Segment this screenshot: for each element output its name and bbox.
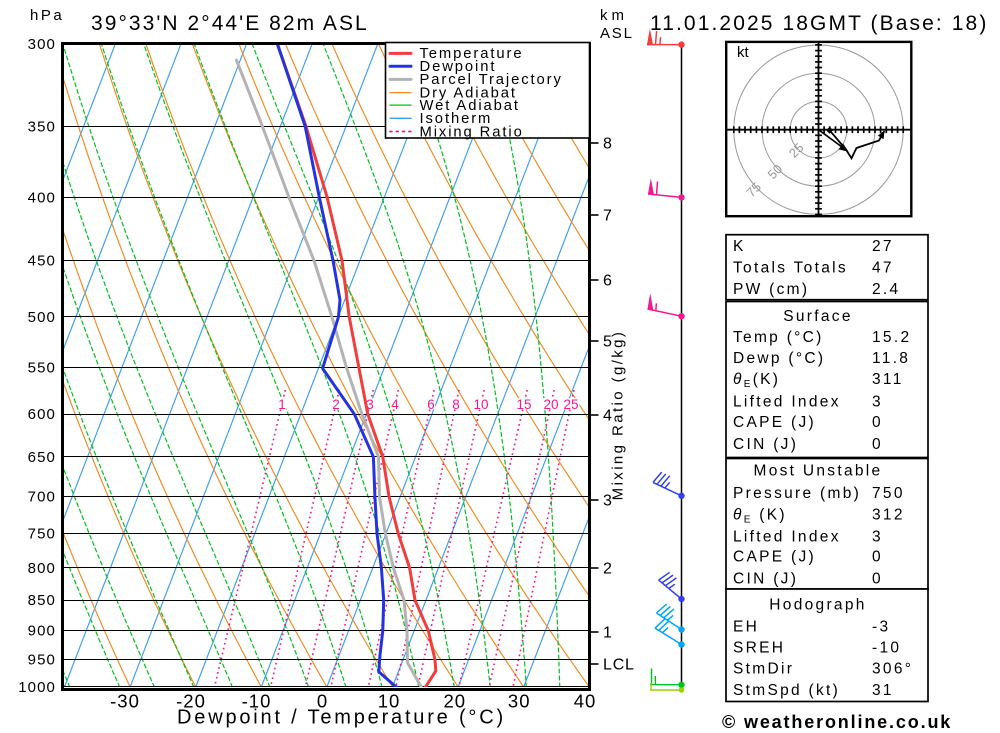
svg-text:8: 8 xyxy=(452,397,460,412)
svg-text:39°33'N 2°44'E 82m ASL: 39°33'N 2°44'E 82m ASL xyxy=(91,12,369,35)
svg-text:EH: EH xyxy=(733,618,759,635)
svg-text:8: 8 xyxy=(603,136,613,153)
svg-text:K: K xyxy=(733,238,746,255)
svg-text:0: 0 xyxy=(872,570,883,587)
svg-text:Lifted Index: Lifted Index xyxy=(733,529,841,546)
svg-text:ASL: ASL xyxy=(600,25,634,42)
svg-text:450: 450 xyxy=(28,253,56,270)
svg-text:6: 6 xyxy=(603,273,613,290)
svg-text:47: 47 xyxy=(872,260,894,277)
svg-text:800: 800 xyxy=(28,560,56,577)
svg-text:Wet Adiabat: Wet Adiabat xyxy=(420,98,520,114)
svg-text:11.01.2025 18GMT (Base: 18): 11.01.2025 18GMT (Base: 18) xyxy=(650,12,988,35)
svg-text:350: 350 xyxy=(28,118,56,135)
svg-text:11.8: 11.8 xyxy=(872,350,910,367)
svg-text:Surface: Surface xyxy=(783,308,853,325)
svg-text:600: 600 xyxy=(28,406,56,423)
svg-text:StmSpd (kt): StmSpd (kt) xyxy=(733,682,840,699)
svg-text:20: 20 xyxy=(543,397,558,412)
svg-text:0: 0 xyxy=(872,436,883,453)
svg-text:300: 300 xyxy=(28,36,56,53)
svg-text:SREH: SREH xyxy=(733,640,785,657)
svg-text:1: 1 xyxy=(603,625,613,642)
svg-text:km: km xyxy=(600,7,628,24)
svg-text:-20: -20 xyxy=(176,691,206,712)
svg-text:6: 6 xyxy=(427,397,435,412)
svg-text:10: 10 xyxy=(473,397,488,412)
svg-text:Pressure (mb): Pressure (mb) xyxy=(733,485,861,502)
svg-text:CIN (J): CIN (J) xyxy=(733,570,798,587)
svg-text:2: 2 xyxy=(603,561,613,578)
svg-text:Dewpoint: Dewpoint xyxy=(420,59,497,75)
svg-text:Mixing Ratio (g/kg): Mixing Ratio (g/kg) xyxy=(610,330,627,501)
svg-text:Hodograph: Hodograph xyxy=(769,597,866,614)
svg-text:7: 7 xyxy=(603,208,613,225)
svg-text:CAPE (J): CAPE (J) xyxy=(733,414,816,431)
svg-text:Dewpoint / Temperature (°C): Dewpoint / Temperature (°C) xyxy=(177,707,506,729)
svg-text:5: 5 xyxy=(603,334,613,351)
svg-text:3: 3 xyxy=(366,397,374,412)
svg-text:2: 2 xyxy=(332,397,340,412)
svg-text:4: 4 xyxy=(603,408,613,425)
svg-text:© weatheronline.co.uk: © weatheronline.co.uk xyxy=(722,712,952,732)
svg-text:1: 1 xyxy=(278,397,286,412)
svg-text:θE (K): θE (K) xyxy=(733,507,787,526)
svg-text:CAPE (J): CAPE (J) xyxy=(733,549,816,566)
svg-text:750: 750 xyxy=(28,525,56,542)
svg-text:-3: -3 xyxy=(872,618,890,635)
svg-text:Totals Totals: Totals Totals xyxy=(733,260,848,277)
svg-text:3: 3 xyxy=(872,393,883,410)
svg-text:306°: 306° xyxy=(872,661,913,678)
svg-text:Mixing Ratio: Mixing Ratio xyxy=(420,124,524,140)
svg-text:3: 3 xyxy=(603,493,613,510)
svg-text:0: 0 xyxy=(317,691,328,712)
svg-text:Isotherm: Isotherm xyxy=(420,111,493,127)
svg-text:550: 550 xyxy=(28,360,56,377)
svg-text:Lifted Index: Lifted Index xyxy=(733,393,841,410)
svg-text:0: 0 xyxy=(872,549,883,566)
svg-text:Temp (°C): Temp (°C) xyxy=(733,329,824,346)
svg-text:40: 40 xyxy=(574,691,597,712)
svg-text:30: 30 xyxy=(508,691,531,712)
svg-text:-30: -30 xyxy=(110,691,140,712)
svg-text:750: 750 xyxy=(872,485,905,502)
svg-text:Dry Adiabat: Dry Adiabat xyxy=(420,85,517,101)
svg-text:15: 15 xyxy=(516,397,531,412)
svg-text:31: 31 xyxy=(872,682,894,699)
svg-text:27: 27 xyxy=(872,238,894,255)
svg-text:-10: -10 xyxy=(242,691,272,712)
svg-text:1000: 1000 xyxy=(18,679,56,696)
svg-text:LCL: LCL xyxy=(603,657,635,674)
svg-text:StmDir: StmDir xyxy=(733,661,794,678)
svg-text:311: 311 xyxy=(872,371,904,388)
svg-text:650: 650 xyxy=(28,449,56,466)
svg-text:PW (cm): PW (cm) xyxy=(733,281,809,298)
svg-text:25: 25 xyxy=(563,397,578,412)
svg-text:θE(K): θE(K) xyxy=(733,371,780,390)
svg-text:Most Unstable: Most Unstable xyxy=(754,463,883,480)
svg-text:850: 850 xyxy=(28,592,56,609)
svg-text:950: 950 xyxy=(28,652,56,669)
svg-text:-10: -10 xyxy=(872,640,901,657)
svg-text:400: 400 xyxy=(28,190,56,207)
svg-text:312: 312 xyxy=(872,507,905,524)
svg-text:3: 3 xyxy=(872,529,883,546)
svg-text:500: 500 xyxy=(28,309,56,326)
svg-text:700: 700 xyxy=(28,489,56,506)
svg-text:Parcel Trajectory: Parcel Trajectory xyxy=(420,72,563,88)
svg-text:hPa: hPa xyxy=(30,7,64,24)
svg-text:Temperature: Temperature xyxy=(420,46,524,62)
svg-text:15.2: 15.2 xyxy=(872,329,911,346)
svg-text:900: 900 xyxy=(28,623,56,640)
svg-text:kt: kt xyxy=(737,44,750,61)
svg-text:4: 4 xyxy=(391,397,399,412)
svg-text:0: 0 xyxy=(872,414,883,431)
svg-text:CIN (J): CIN (J) xyxy=(733,436,798,453)
svg-text:20: 20 xyxy=(444,691,467,712)
svg-text:10: 10 xyxy=(378,691,401,712)
svg-text:2.4: 2.4 xyxy=(872,281,900,298)
svg-text:Dewp (°C): Dewp (°C) xyxy=(733,350,825,367)
